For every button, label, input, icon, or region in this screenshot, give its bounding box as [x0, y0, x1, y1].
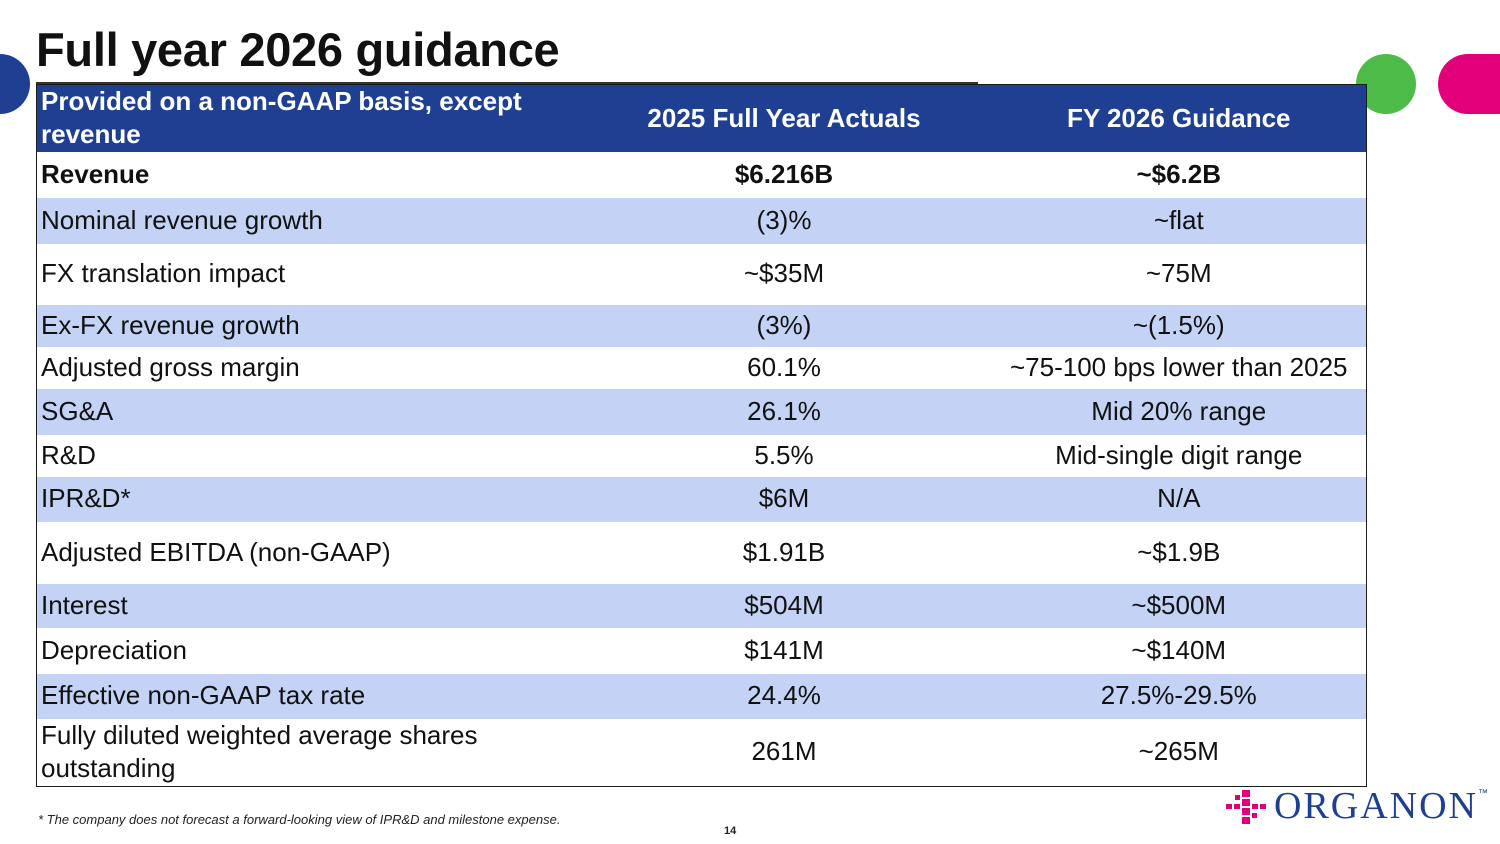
row-guidance: Mid-single digit range: [1055, 439, 1303, 470]
table-row: R&D 5.5% Mid-single digit range: [37, 435, 1367, 477]
row-guidance: ~75-100 bps lower than 2025: [1009, 351, 1348, 382]
table-row: Adjusted gross margin 60.1% ~75-100 bps …: [37, 347, 1367, 389]
logo-wordmark: ORGANON: [1274, 785, 1478, 827]
decorative-pink-pill: [1438, 54, 1500, 114]
slide-title: Full year 2026 guidance: [36, 23, 560, 76]
table-row: SG&A 26.1% Mid 20% range: [36, 388, 1367, 435]
row-guidance: ~flat: [991, 197, 1367, 244]
table-row: Nominal revenue growth (3)% ~flat: [36, 197, 1367, 244]
row-guidance: ~$1.9B: [1137, 536, 1221, 567]
row-metric: Fully diluted weighted average shares ou…: [41, 719, 478, 784]
title-underline: [36, 82, 978, 84]
table-header-row: Provided on a non-GAAP basis, except rev…: [36, 84, 1367, 152]
row-actual: 24.4%: [576, 673, 992, 719]
row-actual: ~$35M: [743, 258, 825, 289]
table-row: Fully diluted weighted average shares ou…: [37, 719, 1367, 787]
row-actual: $6.216B: [734, 158, 834, 189]
table-row: Effective non-GAAP tax rate 24.4% 27.5%-…: [36, 673, 1367, 719]
table-row: Revenue $6.216B ~$6.2B: [37, 152, 1367, 198]
table-row: Depreciation $141M ~$140M: [37, 628, 1367, 674]
row-metric: R&D: [41, 439, 96, 470]
header-2025-actuals: 2025 Full Year Actuals: [576, 84, 992, 152]
row-actual: $6M: [576, 476, 992, 522]
row-actual: 26.1%: [576, 388, 992, 435]
row-guidance: ~(1.5%): [991, 304, 1367, 347]
footnote: * The company does not forecast a forwar…: [38, 812, 561, 827]
row-guidance: Mid 20% range: [991, 388, 1367, 435]
header-basis: Provided on a non-GAAP basis, except rev…: [36, 84, 577, 152]
row-metric: IPR&D*: [36, 476, 577, 522]
row-metric: Interest: [36, 583, 577, 628]
row-metric: Effective non-GAAP tax rate: [36, 673, 577, 719]
row-metric: Ex-FX revenue growth: [36, 304, 577, 347]
organon-logo: ORGANON ™: [1224, 784, 1488, 828]
page-number: 14: [724, 825, 737, 837]
table-row: Adjusted EBITDA (non-GAAP) $1.91B ~$1.9B: [37, 522, 1367, 584]
logo-trademark: ™: [1478, 788, 1488, 799]
row-guidance: 27.5%-29.5%: [991, 673, 1367, 719]
row-metric: Adjusted EBITDA (non-GAAP): [41, 536, 391, 567]
row-metric: FX translation impact: [41, 258, 286, 289]
table-row: Ex-FX revenue growth (3%) ~(1.5%): [36, 304, 1367, 347]
organon-mark-icon: [1226, 790, 1266, 824]
row-actual: (3)%: [576, 197, 992, 244]
row-guidance: N/A: [991, 476, 1367, 522]
row-metric: Adjusted gross margin: [41, 351, 300, 382]
table-row: IPR&D* $6M N/A: [36, 476, 1367, 522]
row-actual: 5.5%: [754, 439, 814, 470]
row-metric: SG&A: [36, 388, 577, 435]
row-metric: Revenue: [41, 158, 150, 189]
guidance-table: Provided on a non-GAAP basis, except rev…: [36, 84, 1367, 788]
row-metric: Depreciation: [41, 634, 187, 665]
row-actual: $141M: [744, 634, 824, 665]
row-guidance: ~$140M: [1131, 634, 1227, 665]
row-guidance: ~75M: [1145, 258, 1212, 289]
row-guidance: ~265M: [1138, 736, 1219, 767]
row-guidance: ~$6.2B: [1136, 158, 1222, 189]
row-metric: Nominal revenue growth: [36, 197, 577, 244]
row-guidance: ~$500M: [991, 583, 1367, 628]
decorative-blue-circle: [0, 54, 30, 114]
row-actual: 60.1%: [747, 351, 821, 382]
row-actual: 261M: [751, 736, 817, 767]
table-row: FX translation impact ~$35M ~75M: [37, 244, 1367, 305]
row-actual: $1.91B: [742, 536, 826, 567]
row-actual: (3%): [576, 304, 992, 347]
header-2026-guidance: FY 2026 Guidance: [991, 84, 1367, 152]
table-row: Interest $504M ~$500M: [36, 583, 1367, 628]
row-actual: $504M: [576, 583, 992, 628]
